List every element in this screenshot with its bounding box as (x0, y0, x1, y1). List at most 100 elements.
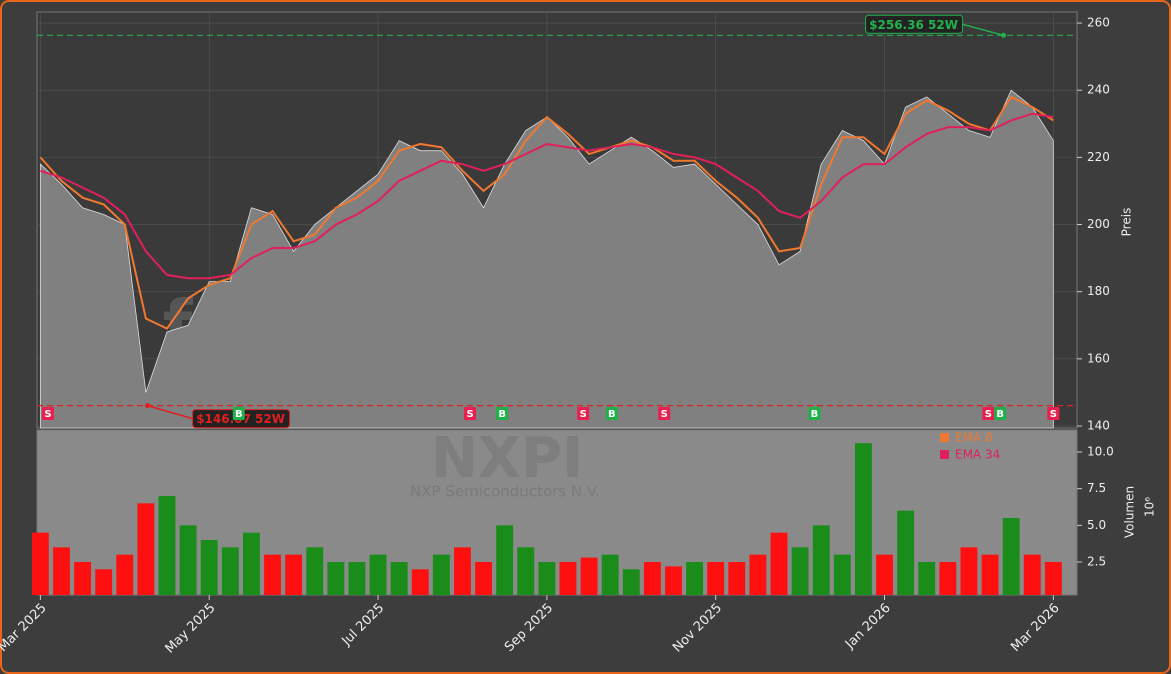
annotation-point (1001, 32, 1007, 38)
volume-bar (1023, 554, 1041, 595)
volume-bar (791, 547, 809, 595)
signal-label: B (608, 409, 616, 420)
volume-bar (116, 554, 134, 595)
y-tick-label: 5.0 (1087, 518, 1106, 532)
signal-marker (982, 407, 995, 420)
annotation-arrow (147, 404, 193, 420)
volume-bar (622, 569, 640, 595)
signal-marker (658, 407, 671, 420)
volume-bar (686, 562, 704, 595)
signal-label: S (466, 409, 473, 420)
volume-bar (137, 503, 155, 595)
volume-bar (1002, 518, 1020, 595)
signal-label: S (1050, 409, 1057, 420)
volume-bar (95, 569, 113, 595)
signal-label: B (235, 409, 243, 420)
volume-bar (559, 562, 577, 595)
volume-bar (707, 562, 725, 595)
signal-marker (464, 407, 477, 420)
signal-label: S (44, 409, 51, 420)
y-axis-unit: 10⁶ (1143, 497, 1157, 517)
watermark: NXPI (431, 426, 583, 491)
y-axis-label: Volumen (1123, 486, 1137, 538)
volume-bar (53, 547, 70, 595)
signal-marker (1047, 407, 1060, 420)
volume-bar (158, 496, 176, 595)
legend-label: EMA 8 (955, 431, 993, 445)
y-tick-label: 220 (1087, 150, 1110, 164)
y-tick-label: 7.5 (1087, 481, 1106, 495)
annotation-box (865, 14, 964, 34)
volume-bar (327, 562, 345, 595)
volume-bar (643, 562, 661, 595)
volume-bar (538, 562, 556, 595)
volume-bar (496, 525, 514, 595)
y-tick-label: 180 (1087, 284, 1110, 298)
volume-bar (728, 562, 746, 595)
volume-bar (475, 562, 492, 595)
volume-bar (1044, 562, 1062, 595)
y-tick-label: 10.0 (1087, 445, 1114, 459)
annotation-label: $256.36 52W (869, 18, 958, 32)
volume-bar (454, 547, 471, 595)
signal-label: B (811, 409, 819, 420)
y-tick-label: 140 (1087, 418, 1110, 432)
signal-marker (605, 407, 618, 420)
close-area (39, 89, 1054, 429)
volume-bar (517, 547, 535, 595)
volume-bar (264, 554, 281, 595)
ema-line (40, 112, 1054, 280)
legend-swatch (940, 450, 949, 459)
volume-bar (812, 525, 830, 595)
volume-bar (876, 554, 893, 595)
volume-bar (918, 562, 936, 595)
legend-swatch (940, 433, 949, 442)
signal-label: S (580, 409, 587, 420)
y-tick-label: 2.5 (1087, 555, 1106, 569)
volume-bar (242, 532, 260, 595)
volume-bar (897, 510, 915, 595)
y-tick-label: 200 (1087, 217, 1110, 231)
volume-bar (411, 569, 429, 595)
legend-label: EMA 34 (955, 448, 1000, 462)
watermark-subtitle: NXP Semiconductors N.V. (410, 483, 600, 501)
volume-bar (939, 562, 957, 595)
volume-bar (369, 554, 387, 595)
volume-bar (221, 547, 239, 595)
signal-label: S (985, 409, 992, 420)
volume-bar (432, 554, 450, 595)
signal-marker (808, 407, 821, 420)
volume-bar (200, 540, 218, 595)
signal-marker (994, 407, 1007, 420)
volume-bar (348, 562, 366, 595)
signal-label: S (661, 409, 668, 420)
volume-bar (74, 562, 92, 595)
signal-marker (232, 407, 245, 420)
signal-label: B (996, 409, 1004, 420)
volume-bar (770, 532, 788, 595)
ema-line (39, 95, 1054, 330)
volume-bar (749, 554, 767, 595)
signal-label: B (498, 409, 506, 420)
volume-bar (833, 554, 851, 595)
y-tick-label: 260 (1087, 16, 1110, 30)
y-tick-label: 160 (1087, 351, 1110, 365)
volume-bar (981, 554, 999, 595)
signal-marker (41, 407, 54, 420)
volume-bar (580, 557, 598, 595)
volume-bar (665, 566, 682, 595)
volume-bar (285, 554, 303, 595)
volume-bar (960, 547, 978, 595)
annotation-arrow (962, 23, 1004, 37)
signal-marker (577, 407, 590, 420)
signal-marker (496, 407, 509, 420)
volume-bar (601, 554, 619, 595)
volume-bar (179, 525, 197, 595)
volume-bar (31, 532, 49, 595)
volume-bar (854, 443, 872, 595)
y-tick-label: 240 (1087, 83, 1110, 97)
volume-bar (306, 547, 324, 595)
y-axis-label: Preis (1120, 208, 1134, 237)
annotation-point (145, 403, 151, 409)
